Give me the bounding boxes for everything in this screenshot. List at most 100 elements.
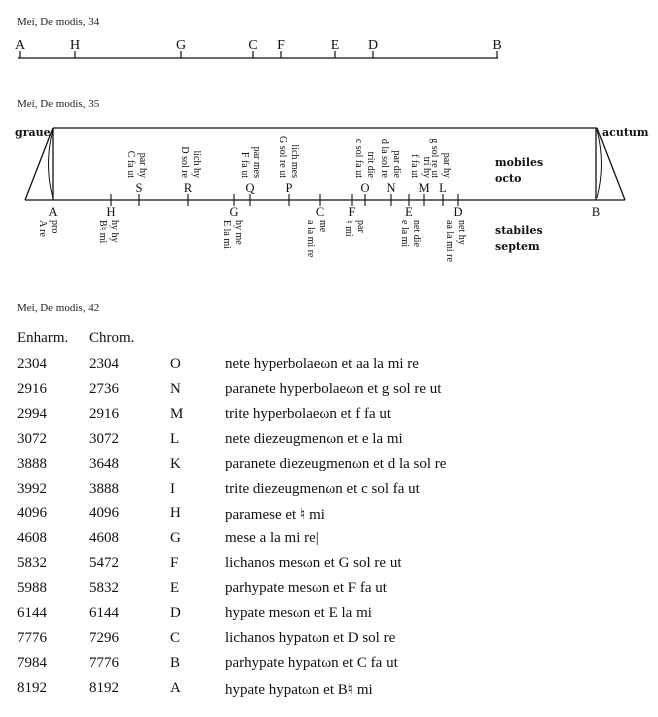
octo-label: octo	[495, 172, 521, 185]
upper-note-name: par mesF fa ut	[239, 147, 262, 179]
lower-note-name: hy meE la mi	[221, 220, 244, 249]
cell-enharm: 5988	[17, 580, 47, 597]
cell-description: hypate mesωn et E la mi	[225, 605, 372, 621]
cell-chrom: 3888	[89, 480, 119, 497]
cell-description: nete hyperbolaeωn et aa la mi re	[225, 356, 419, 372]
note-name-line: hy me	[233, 220, 244, 245]
acutum-label: acutum	[602, 126, 649, 139]
lower-note-name: proA re	[37, 220, 60, 238]
note-name-line: me	[317, 220, 328, 233]
note-name-line: a la mi re	[305, 220, 316, 258]
note-name-line: net die	[411, 220, 422, 247]
cell-letter: A	[170, 679, 181, 696]
cell-enharm: 2994	[17, 405, 47, 422]
cell-letter: C	[170, 629, 181, 646]
note-label: B	[492, 38, 501, 53]
diagram1-title: Mei, De modis, 34	[17, 16, 100, 28]
lower-note-name: mea la mi re	[305, 220, 328, 258]
note-name-line: d la sol re	[379, 139, 390, 179]
note-name-line: lich hy	[191, 151, 202, 179]
upper-letter: M	[418, 181, 429, 195]
note-name-line: e la mi	[399, 220, 410, 247]
cell-description: lichanos hypatωn et D sol re	[225, 629, 396, 646]
cell-chrom: 7776	[89, 654, 119, 671]
lower-letter: F	[349, 205, 356, 219]
cell-description: paramese et ♮ mi	[225, 507, 325, 524]
note-name-line: lich mes	[289, 144, 300, 178]
cell-chrom: 2304	[89, 356, 119, 372]
monochord-outline	[24, 127, 626, 201]
upper-letter: O	[360, 181, 369, 195]
note-name-line: tri hy	[421, 157, 432, 178]
upper-note-name: tri hyf fa ut	[409, 154, 432, 178]
note-name-line: B♮ mi	[97, 220, 108, 244]
note-name-line: par die	[391, 151, 402, 179]
note-label: H	[70, 38, 80, 53]
cell-chrom: 2916	[89, 405, 119, 422]
cell-chrom: 4608	[89, 530, 119, 547]
diagrams: Mei, De modis, 34 A H G C F E D B Mei, De modis…	[15, 16, 649, 262]
cell-enharm: 5832	[17, 555, 47, 572]
cell-enharm: 7984	[17, 654, 47, 671]
note-name-line: G sol re ut	[277, 136, 288, 178]
stabiles-label: stabiles	[495, 224, 543, 237]
cell-description: parhypate mesωn et F fa ut	[225, 580, 387, 597]
note-name-line: F fa ut	[239, 152, 250, 178]
note-name-line: hy hy	[109, 220, 120, 243]
cell-enharm: 3992	[17, 480, 47, 497]
cell-description: parhypate hypatωn et C fa ut	[225, 654, 398, 671]
lower-note-name: par♮ mi	[343, 220, 366, 237]
upper-letter: N	[386, 181, 395, 195]
cell-description: paranete hyperbolaeωn et g sol re ut	[225, 380, 442, 397]
upper-note-name: par hyC fa ut	[125, 151, 148, 178]
note-name-line: C fa ut	[125, 151, 136, 178]
note-name-line: par hy	[441, 153, 452, 178]
table-title: Mei, De modis, 42	[17, 302, 100, 314]
cell-description: trite diezeugmenωn et c sol fa ut	[225, 480, 420, 497]
cell-letter: G	[170, 530, 181, 547]
cell-chrom: 6144	[89, 605, 119, 621]
upper-letter: R	[184, 181, 193, 195]
cell-enharm: 8192	[17, 679, 47, 696]
note-name-line: D sol re	[179, 146, 190, 178]
cell-letter: N	[170, 380, 181, 397]
cell-letter: L	[170, 430, 180, 447]
cell-chrom: 7296	[89, 629, 119, 646]
cell-letter: O	[170, 356, 181, 372]
note-name-line: c sol fa ut	[353, 139, 364, 178]
lower-letter: D	[453, 205, 462, 219]
cell-letter: K	[170, 455, 181, 472]
note-name-line: f fa ut	[409, 154, 420, 178]
cell-enharm: 3072	[17, 430, 47, 447]
upper-letter: L	[439, 181, 447, 195]
cell-enharm: 6144	[17, 605, 47, 621]
diagram2-title: Mei, De modis, 35	[17, 98, 100, 110]
lower-letter: G	[229, 205, 238, 219]
note-label: F	[277, 38, 285, 53]
upper-letter: P	[286, 181, 293, 195]
note-label: E	[331, 38, 340, 53]
cell-description: nete diezeugmenωn et e la mi	[225, 430, 403, 447]
cell-description: paranete diezeugmenωn et d la sol re	[225, 455, 447, 472]
cell-chrom: 4096	[89, 505, 119, 522]
cell-chrom: 3648	[89, 455, 119, 472]
note-name-line: A re	[37, 220, 48, 238]
cell-enharm: 7776	[17, 629, 47, 646]
upper-note-name: lich hyD sol re	[179, 146, 202, 178]
cell-description: lichanos mesωn et G sol re ut	[225, 555, 402, 572]
cell-letter: B	[170, 654, 181, 671]
cell-enharm: 3888	[17, 455, 47, 472]
lower-letter: B	[592, 205, 600, 219]
septem-label: septem	[495, 240, 540, 253]
lower-note-name: hy hyB♮ mi	[97, 220, 120, 244]
note-label: C	[248, 38, 257, 53]
note-name-line: net hy	[456, 220, 467, 245]
cell-enharm: 4096	[17, 505, 47, 522]
upper-note-name: trit diec sol fa ut	[353, 139, 376, 179]
mobiles-label: mobiles	[495, 156, 543, 169]
note-name-line: aa la mi re	[444, 220, 455, 262]
lower-letter: E	[405, 205, 413, 219]
cell-chrom: 5472	[89, 555, 119, 572]
upper-letter: Q	[245, 181, 254, 195]
lower-note-name: net hyaa la mi re	[444, 220, 467, 262]
